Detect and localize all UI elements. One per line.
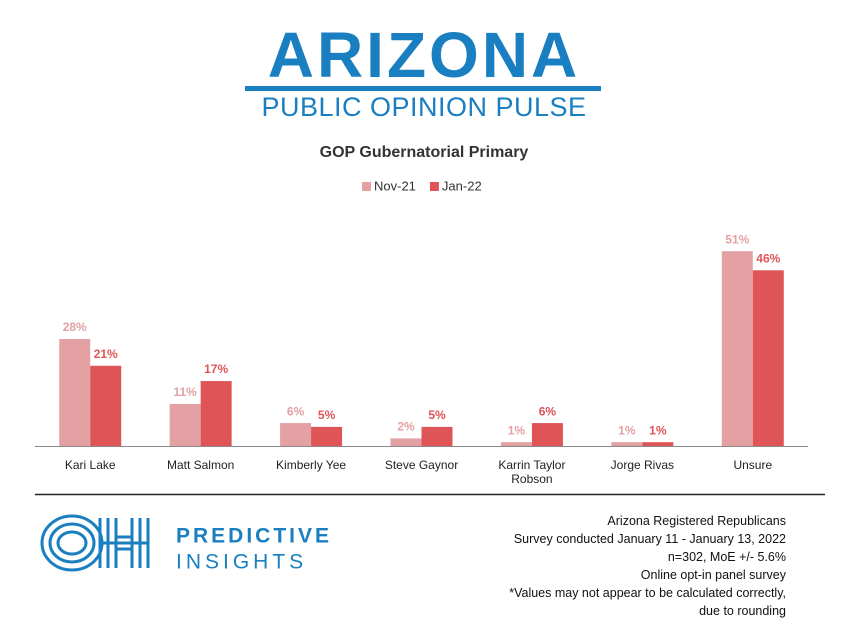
header-rule — [245, 86, 601, 91]
legend-label: Nov-21 — [374, 178, 416, 193]
footnote: Arizona Registered Republicans — [607, 514, 786, 528]
value-label: 17% — [204, 362, 228, 376]
brand-logo — [40, 514, 150, 572]
bar — [531, 423, 563, 446]
bar — [390, 438, 422, 446]
bar — [752, 270, 784, 446]
bar — [642, 442, 674, 446]
header-title: ARIZONA — [268, 19, 581, 91]
value-label: 6% — [287, 404, 305, 418]
bar — [421, 426, 453, 446]
bar — [500, 442, 532, 446]
chart-title: GOP Gubernatorial Primary — [320, 144, 529, 161]
bar — [59, 339, 91, 446]
footnote: n=302, MoE +/- 5.6% — [667, 550, 786, 564]
value-label: 5% — [318, 408, 336, 422]
value-label: 1% — [508, 423, 526, 437]
x-tick-label: Steve Gaynor — [384, 458, 459, 472]
bar — [169, 403, 201, 446]
x-tick-label: Kimberly Yee — [276, 458, 347, 472]
x-tick-label: Matt Salmon — [166, 458, 235, 472]
bar — [280, 423, 312, 446]
value-label: 11% — [173, 385, 197, 399]
value-label: 51% — [725, 232, 749, 246]
value-label: 2% — [397, 420, 415, 434]
bar — [311, 426, 343, 446]
bar — [611, 442, 643, 446]
brand-name: PREDICTIVE — [176, 525, 332, 548]
value-label: 1% — [649, 423, 667, 437]
footnote: Survey conducted January 11 - January 13… — [513, 532, 786, 546]
value-label: 5% — [428, 408, 446, 422]
value-label: 1% — [618, 423, 636, 437]
legend-label: Jan-22 — [442, 178, 482, 193]
bar — [200, 381, 232, 446]
bar — [721, 251, 753, 446]
bar — [90, 365, 122, 446]
value-label: 46% — [756, 251, 780, 265]
x-tick-label: Jorge Rivas — [610, 458, 675, 472]
legend-swatch — [429, 182, 439, 191]
footnote: due to rounding — [699, 604, 786, 618]
value-label: 6% — [539, 404, 557, 418]
footnote: Online opt-in panel survey — [640, 568, 786, 582]
header-subtitle: PUBLIC OPINION PULSE — [261, 92, 586, 122]
value-label: 28% — [63, 320, 87, 334]
brand-name: INSIGHTS — [176, 551, 307, 574]
footnote: *Values may not appear to be calculated … — [509, 586, 786, 600]
legend-swatch — [362, 182, 371, 191]
x-tick-label: Karrin Taylor Robson — [498, 458, 566, 486]
x-tick-label: Kari Lake — [64, 458, 116, 472]
value-label: 21% — [94, 347, 118, 361]
x-tick-label: Unsure — [733, 458, 773, 472]
